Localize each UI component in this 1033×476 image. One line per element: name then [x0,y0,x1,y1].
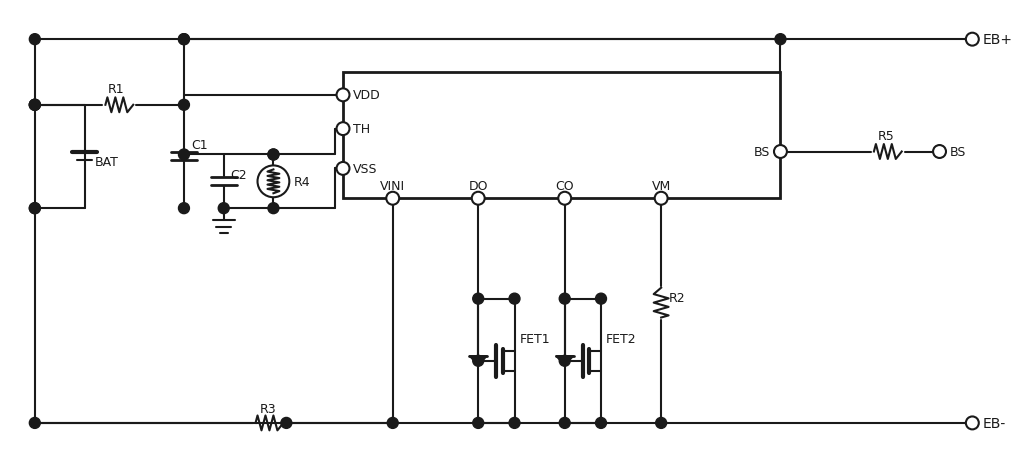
Circle shape [257,166,289,198]
Text: EB+: EB+ [982,33,1012,47]
Circle shape [179,100,189,111]
Circle shape [774,146,787,159]
Circle shape [472,192,484,205]
Circle shape [179,35,189,46]
Circle shape [337,89,349,102]
Bar [343,73,781,199]
Circle shape [386,192,399,205]
Circle shape [218,203,229,214]
Circle shape [29,100,40,111]
Circle shape [559,356,570,367]
Circle shape [775,35,786,46]
Circle shape [29,203,40,214]
Text: R1: R1 [107,83,124,96]
Text: EB-: EB- [982,416,1005,430]
Text: R3: R3 [259,402,276,415]
Text: FET1: FET1 [520,333,551,346]
Text: R5: R5 [878,130,895,143]
Circle shape [966,34,979,47]
Circle shape [337,123,349,136]
Polygon shape [469,356,488,366]
Text: BS: BS [754,146,771,159]
Text: VINI: VINI [380,179,405,192]
Text: VDD: VDD [353,89,381,102]
Text: VM: VM [652,179,670,192]
Circle shape [387,417,398,428]
Circle shape [268,150,279,160]
Text: R2: R2 [669,291,686,305]
Circle shape [473,294,483,305]
Circle shape [179,35,189,46]
Circle shape [29,203,40,214]
Circle shape [596,294,606,305]
Circle shape [179,150,189,160]
Text: C1: C1 [191,139,208,152]
Circle shape [268,203,279,214]
Text: CO: CO [556,179,574,192]
Circle shape [558,192,571,205]
Text: R4: R4 [293,176,310,188]
Circle shape [509,294,520,305]
Text: VSS: VSS [353,163,377,176]
Circle shape [966,416,979,429]
Circle shape [473,417,483,428]
Text: C2: C2 [230,169,247,181]
Circle shape [29,417,40,428]
Circle shape [473,356,483,367]
Circle shape [337,163,349,176]
Circle shape [509,417,520,428]
Polygon shape [556,356,573,366]
Circle shape [29,35,40,46]
Text: FET2: FET2 [606,333,636,346]
Circle shape [268,150,279,160]
Circle shape [281,417,291,428]
Text: BAT: BAT [94,156,119,169]
Text: BS: BS [949,146,966,159]
Text: DO: DO [469,179,488,192]
Circle shape [933,146,946,159]
Circle shape [179,203,189,214]
Circle shape [559,294,570,305]
Circle shape [656,417,666,428]
Circle shape [559,417,570,428]
Circle shape [29,100,40,111]
Circle shape [596,417,606,428]
Circle shape [29,100,40,111]
Text: TH: TH [353,123,370,136]
Circle shape [655,192,667,205]
